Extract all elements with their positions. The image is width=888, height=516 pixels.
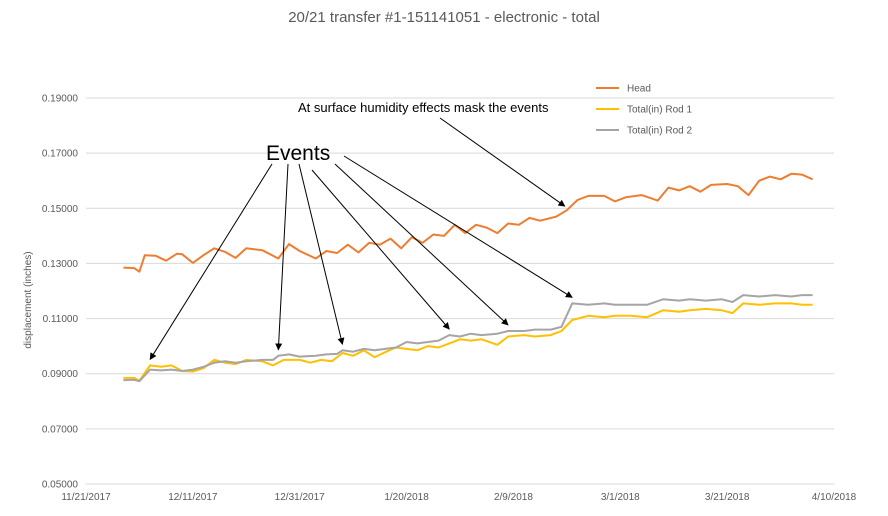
series-lines [123,172,814,383]
annotations: At surface humidity effects mask the eve… [149,100,573,361]
x-tick-label: 12/11/2017 [168,492,218,503]
annotation-arrow [334,163,509,326]
legend-label: Total(in) Rod 1 [627,105,692,116]
x-tick-label: 3/1/2018 [601,492,640,503]
x-tick-label: 2/9/2018 [494,492,533,503]
y-tick-label: 0.09000 [42,369,79,380]
legend: Head Total(in) Rod 1 Total(in) Rod 2 [596,84,692,137]
y-tick-label: 0.11000 [43,314,79,325]
annotation-arrow [149,163,273,361]
x-axis-ticks: 11/21/2017 12/11/2017 12/31/2017 1/20/2018 2… [61,492,856,503]
y-tick-label: 0.19000 [42,94,79,105]
x-tick-label: 12/31/2017 [275,492,325,503]
annotation-arrow [311,169,450,330]
x-tick-label: 3/21/2018 [705,492,750,503]
y-tick-label: 0.13000 [42,259,79,270]
y-axis-ticks: 0.19000 0.17000 0.15000 0.13000 0.11000 0.090… [42,94,79,491]
x-tick-label: 4/10/2018 [812,492,857,503]
annotation-events: Events [266,142,330,165]
gridlines [86,97,834,430]
annotation-arrow [275,163,289,351]
legend-label: Head [627,84,651,95]
y-tick-label: 0.07000 [42,424,79,435]
series-line-3 [123,294,813,383]
annotation-humidity: At surface humidity effects mask the eve… [298,100,549,115]
series-line-2 [123,302,813,382]
y-tick-label: 0.15000 [42,204,79,215]
legend-label: Total(in) Rod 2 [627,126,692,137]
annotation-arrow [439,117,566,207]
chart-title: 20/21 transfer #1-151141051 - electronic… [288,9,600,26]
y-tick-label: 0.05000 [42,480,79,491]
x-tick-label: 1/20/2018 [384,492,429,503]
annotation-arrow [298,163,345,345]
annotation-arrow [343,155,573,298]
y-tick-label: 0.17000 [42,149,79,160]
x-tick-label: 11/21/2017 [61,492,111,503]
y-axis-label: displacement (inches) [23,251,34,348]
series-line-1 [123,172,814,273]
